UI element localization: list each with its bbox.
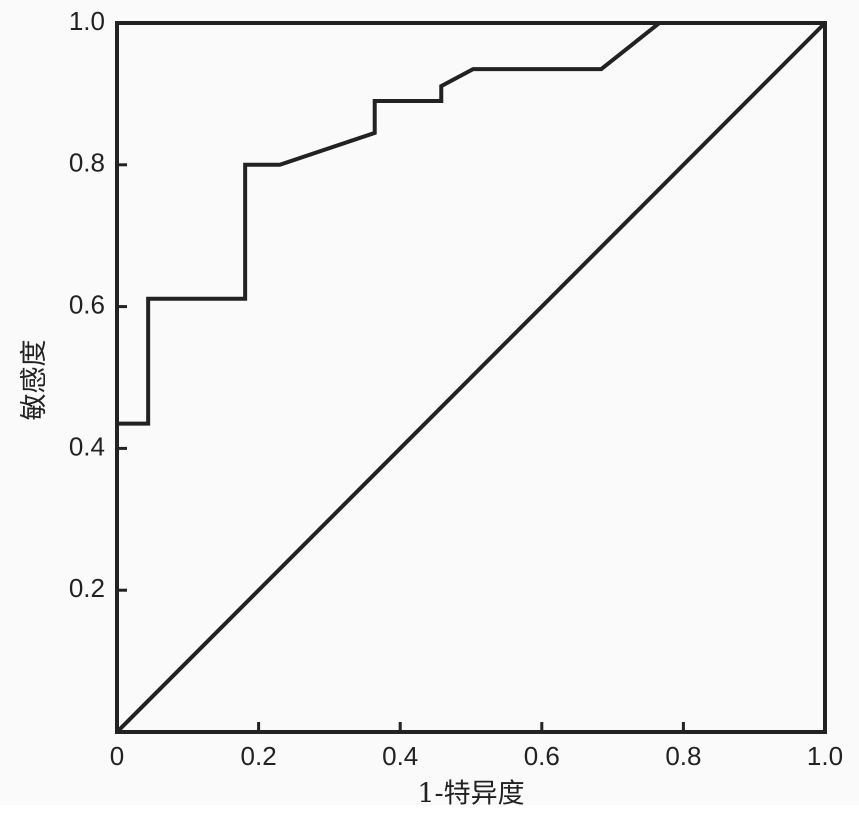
y-tick-label: 0.2 (69, 573, 105, 603)
y-tick-label: 1.0 (69, 6, 105, 36)
x-tick-label: 0.6 (524, 741, 560, 771)
x-tick-label: 0.4 (382, 741, 418, 771)
x-tick-label: 0 (110, 741, 124, 771)
data-line (115, 21, 827, 734)
x-axis-label: 1-特异度 (417, 779, 524, 810)
x-tick-label: 0.8 (665, 741, 701, 771)
plot-frame (115, 21, 827, 734)
y-tick-label: 0.4 (69, 431, 105, 461)
x-tick-label: 0.2 (241, 741, 277, 771)
data-line (115, 21, 825, 732)
y-tick-label: 0.6 (69, 289, 105, 319)
x-tick-label: 1.0 (807, 741, 843, 771)
y-tick-label: 0.8 (69, 148, 105, 178)
y-axis-label: 敏感度 (19, 340, 49, 421)
